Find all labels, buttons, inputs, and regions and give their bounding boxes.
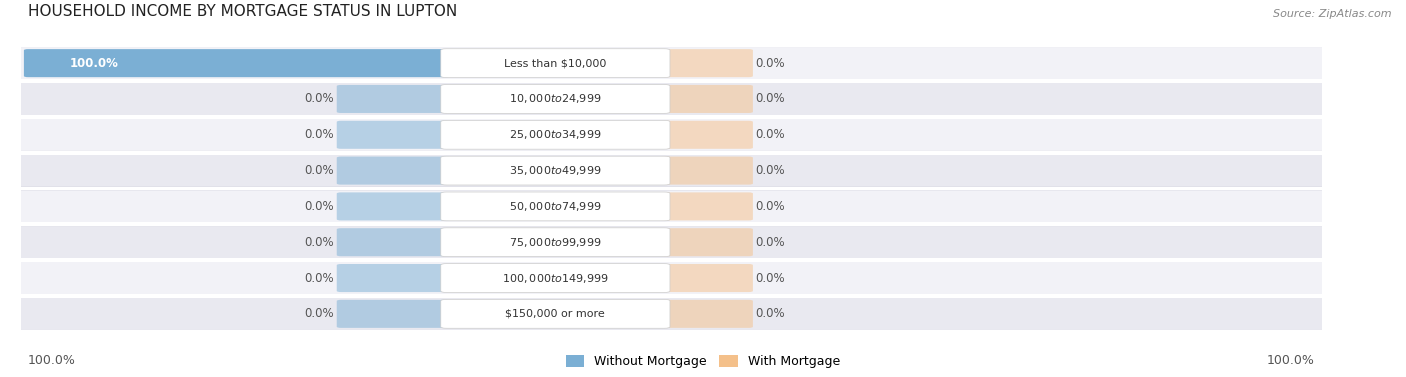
FancyBboxPatch shape: [441, 84, 671, 113]
Text: Less than $10,000: Less than $10,000: [505, 58, 606, 68]
Text: $75,000 to $99,999: $75,000 to $99,999: [509, 236, 602, 249]
Text: 0.0%: 0.0%: [756, 92, 786, 106]
Text: 0.0%: 0.0%: [304, 236, 335, 249]
FancyBboxPatch shape: [441, 49, 671, 78]
Text: $100,000 to $149,999: $100,000 to $149,999: [502, 271, 609, 285]
FancyBboxPatch shape: [337, 264, 450, 292]
FancyBboxPatch shape: [337, 85, 450, 113]
FancyBboxPatch shape: [0, 118, 1348, 152]
FancyBboxPatch shape: [337, 156, 450, 185]
FancyBboxPatch shape: [0, 82, 1348, 116]
Text: 100.0%: 100.0%: [70, 57, 120, 70]
FancyBboxPatch shape: [337, 121, 450, 149]
FancyBboxPatch shape: [337, 300, 450, 328]
FancyBboxPatch shape: [441, 299, 671, 328]
FancyBboxPatch shape: [0, 154, 1348, 187]
FancyBboxPatch shape: [24, 49, 450, 77]
Text: $10,000 to $24,999: $10,000 to $24,999: [509, 92, 602, 106]
Text: 100.0%: 100.0%: [1267, 354, 1315, 367]
FancyBboxPatch shape: [661, 156, 754, 185]
FancyBboxPatch shape: [661, 228, 754, 256]
FancyBboxPatch shape: [441, 192, 671, 221]
Text: $50,000 to $74,999: $50,000 to $74,999: [509, 200, 602, 213]
Text: $25,000 to $34,999: $25,000 to $34,999: [509, 128, 602, 141]
Text: 0.0%: 0.0%: [304, 164, 335, 177]
Text: 0.0%: 0.0%: [304, 307, 335, 320]
Text: $150,000 or more: $150,000 or more: [506, 309, 605, 319]
FancyBboxPatch shape: [337, 228, 450, 256]
FancyBboxPatch shape: [0, 297, 1348, 331]
FancyBboxPatch shape: [441, 120, 671, 149]
FancyBboxPatch shape: [661, 300, 754, 328]
FancyBboxPatch shape: [0, 225, 1348, 259]
Text: 0.0%: 0.0%: [756, 307, 786, 320]
FancyBboxPatch shape: [0, 261, 1348, 295]
FancyBboxPatch shape: [441, 156, 671, 185]
FancyBboxPatch shape: [661, 85, 754, 113]
Text: 0.0%: 0.0%: [756, 128, 786, 141]
Text: 0.0%: 0.0%: [304, 200, 335, 213]
FancyBboxPatch shape: [0, 190, 1348, 223]
Text: 0.0%: 0.0%: [304, 271, 335, 285]
FancyBboxPatch shape: [661, 121, 754, 149]
Text: 0.0%: 0.0%: [756, 164, 786, 177]
FancyBboxPatch shape: [441, 228, 671, 257]
FancyBboxPatch shape: [0, 46, 1348, 80]
Text: 100.0%: 100.0%: [28, 354, 76, 367]
Legend: Without Mortgage, With Mortgage: Without Mortgage, With Mortgage: [561, 350, 845, 373]
Text: HOUSEHOLD INCOME BY MORTGAGE STATUS IN LUPTON: HOUSEHOLD INCOME BY MORTGAGE STATUS IN L…: [28, 4, 457, 19]
Text: Source: ZipAtlas.com: Source: ZipAtlas.com: [1274, 9, 1392, 19]
Text: 0.0%: 0.0%: [304, 92, 335, 106]
Text: 0.0%: 0.0%: [756, 271, 786, 285]
FancyBboxPatch shape: [661, 192, 754, 221]
Text: 0.0%: 0.0%: [756, 57, 786, 70]
FancyBboxPatch shape: [661, 264, 754, 292]
Text: $35,000 to $49,999: $35,000 to $49,999: [509, 164, 602, 177]
Text: 0.0%: 0.0%: [756, 200, 786, 213]
Text: 0.0%: 0.0%: [756, 236, 786, 249]
FancyBboxPatch shape: [337, 192, 450, 221]
Text: 0.0%: 0.0%: [304, 128, 335, 141]
FancyBboxPatch shape: [441, 264, 671, 293]
FancyBboxPatch shape: [661, 49, 754, 77]
